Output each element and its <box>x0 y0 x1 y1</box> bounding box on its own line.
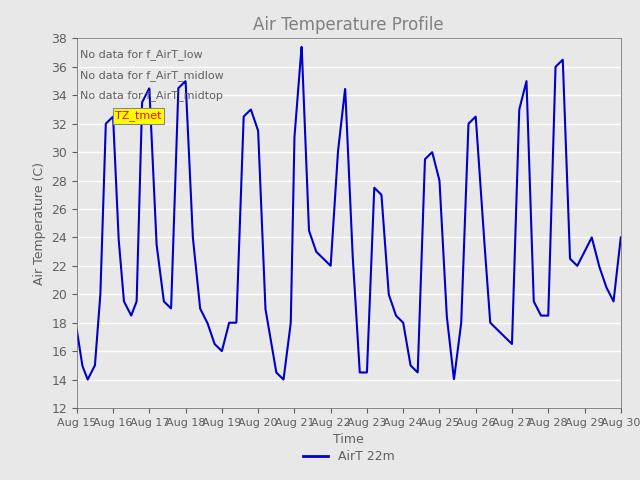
Title: Air Temperature Profile: Air Temperature Profile <box>253 16 444 34</box>
Y-axis label: Air Temperature (C): Air Temperature (C) <box>33 162 45 285</box>
Text: TZ_tmet: TZ_tmet <box>115 110 161 121</box>
Text: No data for f_AirT_midlow: No data for f_AirT_midlow <box>79 70 223 81</box>
Text: No data for f_AirT_low: No data for f_AirT_low <box>79 49 202 60</box>
Legend: AirT 22m: AirT 22m <box>298 445 399 468</box>
X-axis label: Time: Time <box>333 433 364 446</box>
Text: No data for f_AirT_midtop: No data for f_AirT_midtop <box>79 90 222 101</box>
